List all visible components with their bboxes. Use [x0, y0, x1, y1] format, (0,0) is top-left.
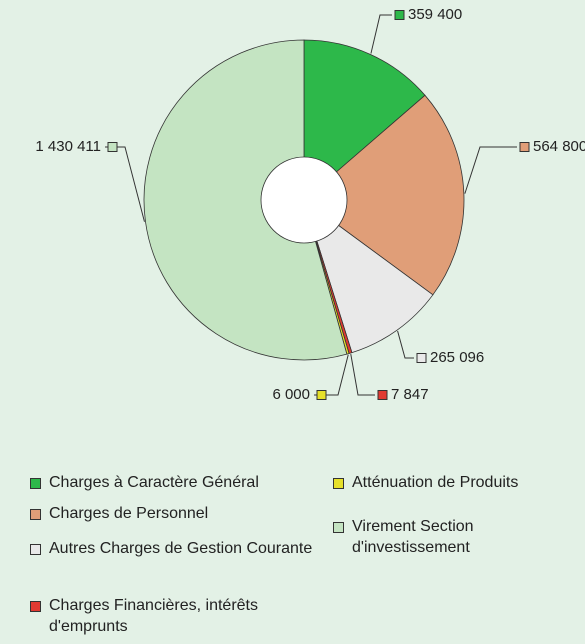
label-swatch [316, 390, 327, 400]
legend-swatch [30, 509, 41, 520]
data-label: 1 430 411 [35, 138, 101, 155]
leader-line [397, 330, 414, 359]
pie-slice [303, 94, 465, 296]
legend-label: Virement Section d'investissement [352, 518, 474, 556]
leader-line [314, 354, 349, 396]
donut-hole [260, 156, 348, 244]
leader-line [350, 353, 375, 396]
label-swatch [416, 353, 427, 363]
data-label: 6 000 [272, 386, 310, 403]
legend-swatch [30, 478, 41, 489]
data-label: 564 800 [533, 138, 585, 155]
legend-swatch [30, 544, 41, 555]
pie-slice [303, 198, 434, 354]
legend-label: Charges à Caractère Général [49, 474, 259, 491]
legend-swatch [333, 478, 344, 489]
label-swatch [394, 10, 405, 20]
pie-slice [143, 39, 348, 361]
legend-label: Atténuation de Produits [352, 474, 519, 491]
data-label: 265 096 [430, 349, 484, 366]
label-swatch [377, 390, 388, 400]
data-label: 7 847 [391, 386, 429, 403]
legend-swatch [333, 522, 344, 533]
leader-line [464, 146, 517, 194]
legend-label: Charges Financières, intérêts d'emprunts [49, 597, 258, 635]
label-swatch [107, 142, 118, 152]
pie-slice [303, 39, 426, 201]
leader-line [105, 146, 145, 222]
data-label: 359 400 [408, 6, 462, 23]
leader-line [370, 14, 392, 54]
legend-swatch [30, 601, 41, 612]
legend-label: Charges de Personnel [49, 505, 209, 522]
label-swatch [519, 142, 530, 152]
legend-label: Autres Charges de Gestion Courante [49, 540, 313, 557]
